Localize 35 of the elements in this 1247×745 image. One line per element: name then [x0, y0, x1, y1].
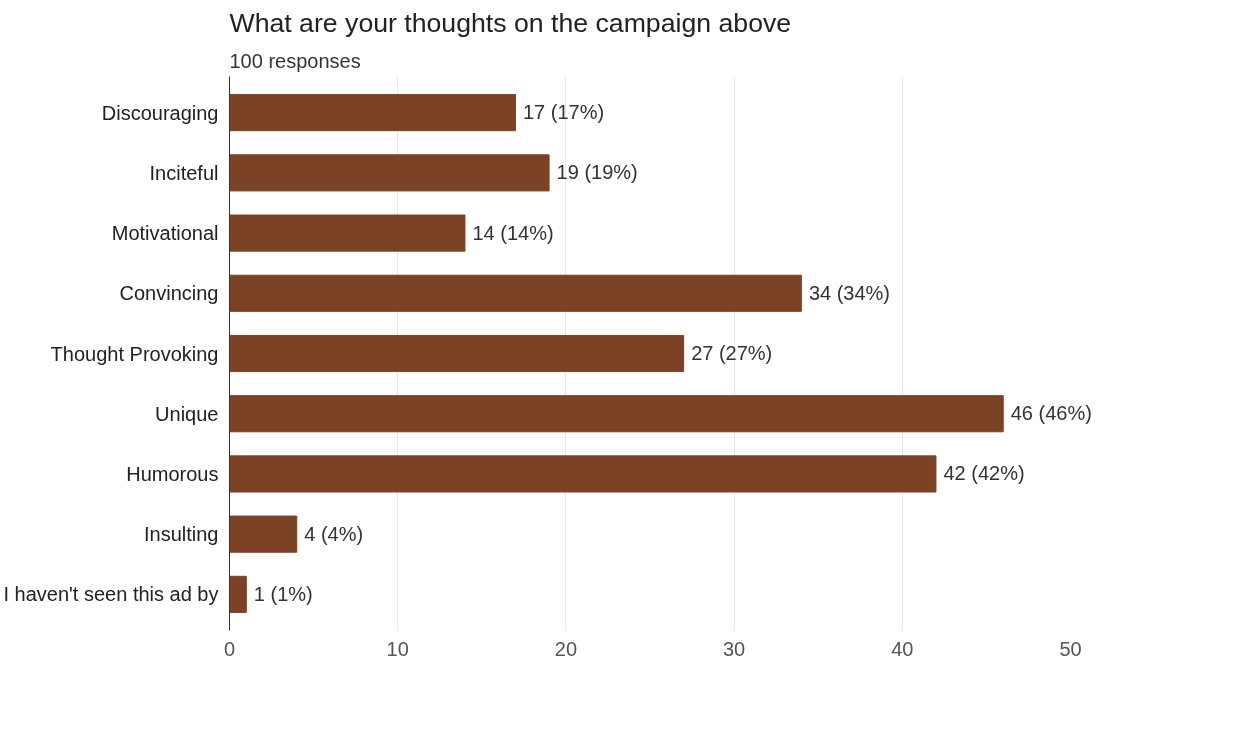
y-tick-label: Thought Provoking [50, 342, 219, 365]
bar [229, 334, 685, 373]
y-tick-label: Motivational [111, 222, 219, 245]
data-label: 1 (1%) [253, 582, 313, 606]
data-label: 19 (19%) [556, 160, 638, 184]
data-label: 17 (17%) [522, 100, 605, 124]
bar [229, 274, 802, 312]
chart-subtitle: 100 responses [229, 49, 361, 72]
bar [229, 94, 516, 132]
bar [229, 455, 937, 493]
data-label: 46 (46%) [1010, 401, 1092, 425]
bar [229, 515, 298, 553]
bar [229, 575, 247, 613]
y-tick-label: Inciteful [149, 161, 219, 184]
x-tick-label: 20 [554, 637, 578, 660]
x-tick-label: 10 [386, 637, 409, 660]
y-tick-label: Insulting [144, 523, 219, 546]
bar [229, 214, 466, 252]
bar [229, 395, 1004, 433]
data-label: 42 (42%) [943, 461, 1025, 485]
chart-title: What are your thoughts on the campaign above [229, 7, 792, 38]
y-tick-label: Discouraging [101, 101, 219, 124]
x-tick-label: 40 [891, 637, 914, 660]
x-tick-label: 50 [1059, 637, 1082, 660]
x-tick-label: 30 [722, 637, 746, 660]
data-label: 34 (34%) [808, 281, 891, 305]
y-tick-label: Convincing [119, 282, 219, 305]
bar [229, 154, 550, 192]
x-tick-label: 0 [223, 637, 236, 660]
data-label: 27 (27%) [691, 341, 773, 365]
data-label: 14 (14%) [472, 221, 554, 245]
y-tick-label: I haven't seen this ad by [3, 583, 219, 606]
y-tick-label: Unique [155, 402, 219, 425]
data-label: 4 (4%) [304, 522, 364, 546]
y-tick-label: Humorous [126, 462, 219, 485]
